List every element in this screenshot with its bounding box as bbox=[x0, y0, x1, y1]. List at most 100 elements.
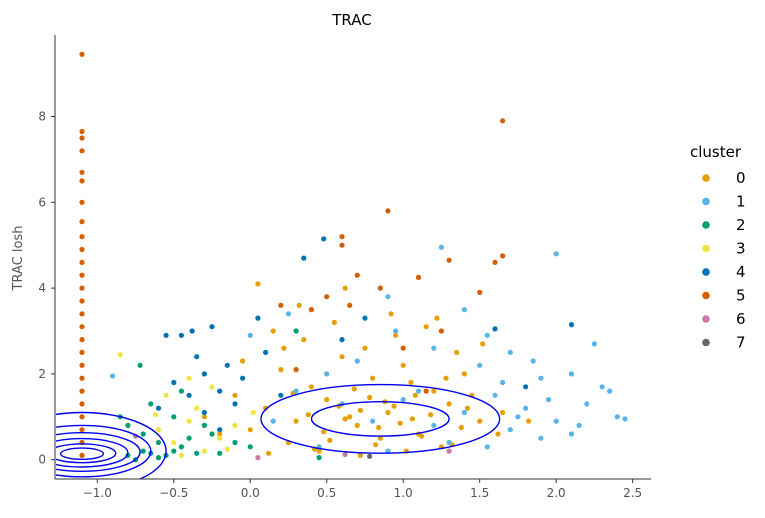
point-cluster-5-38 bbox=[438, 328, 444, 334]
point-cluster-4-7 bbox=[224, 362, 230, 368]
point-cluster-0-4 bbox=[385, 409, 391, 416]
x-tick-label: 1.0 bbox=[394, 486, 413, 500]
point-cluster-3-10 bbox=[178, 452, 184, 458]
density-contour-7 bbox=[59, 447, 105, 461]
legend-swatch-3 bbox=[702, 244, 710, 253]
point-cluster-4-10 bbox=[155, 405, 162, 411]
point-cluster-5-21 bbox=[79, 401, 85, 407]
point-cluster-0-62 bbox=[419, 433, 425, 439]
point-cluster-4-6 bbox=[209, 324, 215, 330]
point-cluster-0-50 bbox=[428, 412, 434, 418]
point-cluster-3-5 bbox=[232, 422, 238, 428]
point-cluster-0-63 bbox=[464, 405, 471, 411]
legend-swatch-2 bbox=[702, 221, 710, 229]
point-cluster-1-42 bbox=[285, 311, 292, 317]
point-cluster-3-9 bbox=[117, 352, 123, 358]
legend-label-2: 2 bbox=[736, 216, 746, 234]
point-cluster-4-4 bbox=[194, 354, 200, 360]
point-cluster-4-13 bbox=[278, 392, 284, 398]
point-cluster-5-28 bbox=[339, 234, 345, 240]
chart-title: TRAC bbox=[331, 11, 371, 29]
point-cluster-1-40 bbox=[110, 373, 116, 379]
point-cluster-4-3 bbox=[217, 388, 223, 394]
legend-swatch-6 bbox=[702, 315, 710, 323]
point-cluster-0-28 bbox=[301, 337, 307, 343]
point-cluster-2-6 bbox=[171, 448, 177, 454]
point-cluster-1-28 bbox=[446, 439, 452, 446]
point-cluster-3-4 bbox=[217, 435, 223, 441]
point-cluster-1-24 bbox=[461, 409, 467, 416]
point-cluster-4-20 bbox=[339, 337, 345, 343]
point-cluster-4-23 bbox=[189, 328, 195, 334]
point-cluster-1-26 bbox=[324, 371, 330, 377]
point-cluster-0-67 bbox=[409, 416, 415, 422]
point-cluster-0-10 bbox=[339, 354, 345, 360]
point-cluster-3-11 bbox=[224, 446, 230, 452]
point-cluster-5-25 bbox=[79, 452, 85, 458]
point-cluster-0-15 bbox=[247, 427, 253, 433]
density-contour-1 bbox=[310, 400, 450, 437]
point-cluster-1-32 bbox=[576, 422, 582, 428]
point-cluster-0-61 bbox=[373, 442, 379, 448]
point-cluster-5-27 bbox=[500, 118, 506, 124]
point-cluster-5-4 bbox=[79, 169, 85, 175]
point-cluster-5-11 bbox=[79, 272, 85, 278]
point-cluster-2-13 bbox=[201, 422, 207, 428]
point-cluster-1-30 bbox=[515, 414, 521, 420]
x-tick-label: 0.5 bbox=[317, 486, 336, 500]
point-cluster-1-35 bbox=[385, 448, 391, 454]
point-cluster-4-21 bbox=[362, 315, 368, 321]
point-cluster-5-10 bbox=[79, 259, 85, 265]
point-cluster-2-7 bbox=[178, 444, 184, 450]
point-cluster-0-13 bbox=[431, 388, 437, 394]
point-cluster-5-33 bbox=[415, 274, 422, 280]
point-cluster-1-13 bbox=[568, 371, 575, 377]
point-cluster-1-38 bbox=[607, 388, 613, 394]
point-cluster-1-10 bbox=[477, 362, 483, 368]
point-cluster-0-9 bbox=[308, 384, 314, 390]
legend-label-1: 1 bbox=[736, 193, 746, 211]
point-cluster-1-29 bbox=[484, 444, 490, 450]
point-cluster-5-13 bbox=[79, 298, 85, 304]
point-cluster-2-22 bbox=[293, 328, 299, 334]
point-cluster-0-17 bbox=[316, 448, 322, 454]
point-cluster-3-7 bbox=[163, 392, 169, 398]
point-cluster-3-0 bbox=[155, 427, 162, 433]
legend-label-7: 7 bbox=[736, 334, 746, 352]
legend-swatch-0 bbox=[702, 174, 710, 182]
point-cluster-1-7 bbox=[599, 384, 605, 390]
point-cluster-0-56 bbox=[412, 392, 418, 398]
point-cluster-4-9 bbox=[263, 349, 269, 355]
point-cluster-1-22 bbox=[400, 397, 406, 403]
x-tick-label: −0.5 bbox=[159, 486, 188, 500]
point-cluster-2-2 bbox=[155, 455, 162, 461]
point-cluster-4-19 bbox=[163, 332, 169, 338]
points-layer bbox=[79, 51, 628, 463]
point-cluster-4-22 bbox=[255, 315, 261, 321]
point-cluster-5-34 bbox=[324, 294, 330, 300]
point-cluster-1-15 bbox=[553, 251, 559, 257]
point-cluster-1-6 bbox=[568, 431, 575, 437]
y-tick-label: 4 bbox=[38, 281, 46, 295]
point-cluster-1-23 bbox=[431, 422, 437, 428]
point-cluster-0-66 bbox=[376, 424, 382, 431]
point-cluster-5-29 bbox=[339, 242, 345, 248]
point-cluster-6-3 bbox=[446, 448, 452, 454]
point-cluster-1-3 bbox=[584, 401, 590, 407]
point-cluster-5-26 bbox=[385, 208, 391, 214]
point-cluster-2-1 bbox=[140, 448, 146, 454]
x-tick-label: 2.0 bbox=[547, 486, 566, 500]
point-cluster-1-9 bbox=[622, 416, 628, 422]
point-cluster-1-31 bbox=[545, 397, 552, 403]
point-cluster-1-37 bbox=[530, 358, 536, 364]
point-cluster-5-20 bbox=[79, 388, 85, 394]
point-cluster-3-12 bbox=[186, 375, 192, 381]
point-cluster-0-65 bbox=[342, 416, 348, 422]
legend-label-6: 6 bbox=[736, 310, 746, 328]
x-tick-label: 0.0 bbox=[241, 486, 260, 500]
legend-label-5: 5 bbox=[736, 287, 746, 305]
point-cluster-0-11 bbox=[370, 375, 376, 381]
density-contours bbox=[56, 383, 501, 479]
point-cluster-4-11 bbox=[201, 409, 207, 416]
